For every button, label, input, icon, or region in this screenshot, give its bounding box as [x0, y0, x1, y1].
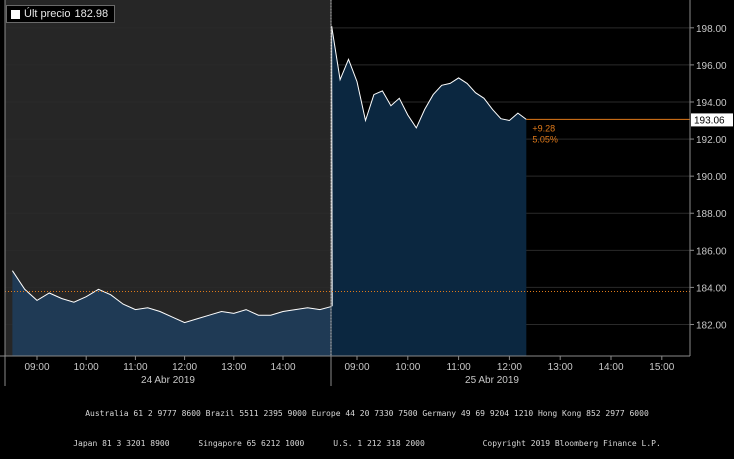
session-1-bg: [5, 0, 331, 356]
y-tick-label: 196.00: [696, 61, 727, 72]
x-tick-label: 15:00: [649, 362, 674, 373]
price-tag-bg: [691, 113, 733, 127]
footer-contacts: Australia 61 2 9777 8600 Brazil 5511 239…: [0, 389, 734, 459]
y-tick-label: 182.00: [696, 320, 727, 331]
change-abs: +9.28: [532, 123, 555, 133]
x-tick-label: 09:00: [24, 362, 49, 373]
legend-swatch: [11, 9, 20, 19]
x-tick-label: 09:00: [344, 362, 369, 373]
legend: Últ precio 182.98: [6, 5, 116, 23]
date-label: 24 Abr 2019: [141, 375, 195, 386]
y-tick-label: 194.00: [696, 98, 727, 109]
x-tick-label: 12:00: [497, 362, 522, 373]
x-tick-label: 13:00: [548, 362, 573, 373]
x-tick-label: 11:00: [123, 362, 148, 373]
y-tick-label: 188.00: [696, 209, 727, 220]
legend-label: Últ precio: [24, 8, 71, 20]
price-tag-label: 193.06: [694, 115, 725, 126]
session-2-area: [331, 26, 527, 356]
x-tick-label: 10:00: [74, 362, 99, 373]
footer-line-1: Australia 61 2 9777 8600 Brazil 5511 239…: [85, 409, 649, 418]
y-tick-label: 198.00: [696, 24, 727, 35]
x-tick-label: 12:00: [172, 362, 197, 373]
y-tick-label: 192.00: [696, 135, 727, 146]
session-1-line: [11, 270, 333, 324]
footer-line-2: Japan 81 3 3201 8900 Singapore 65 6212 1…: [73, 439, 661, 448]
x-tick-label: 11:00: [446, 362, 471, 373]
y-tick-label: 186.00: [696, 246, 727, 257]
date-label: 25 Abr 2019: [465, 375, 519, 386]
y-tick-label: 184.00: [696, 283, 727, 294]
session-gap-line: [331, 25, 333, 307]
price-chart: +9.285.05% 182.00 184.00 186.00 188.00 190.00…: [0, 0, 733, 386]
x-tick-label: 14:00: [598, 362, 623, 373]
session-2-line: [331, 25, 527, 129]
x-tick-label: 13:00: [221, 362, 246, 373]
session-1-area: [12, 270, 333, 356]
y-tick-label: 190.00: [696, 172, 727, 183]
legend-value: 182.98: [74, 8, 109, 20]
change-pct: 5.05%: [532, 134, 558, 144]
x-tick-label: 14:00: [270, 362, 295, 373]
x-tick-label: 10:00: [395, 362, 420, 373]
